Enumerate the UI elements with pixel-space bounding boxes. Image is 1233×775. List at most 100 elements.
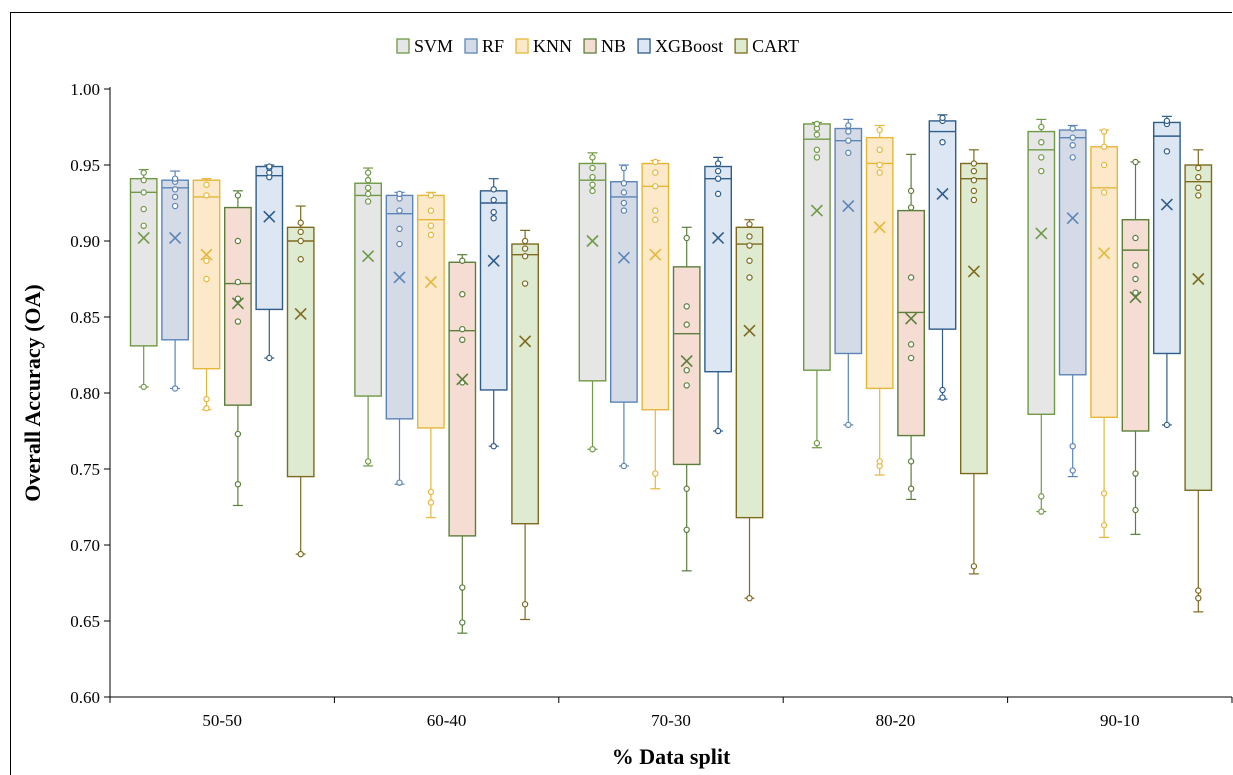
legend-swatch	[637, 38, 651, 54]
data-point	[620, 189, 628, 196]
data-point	[364, 190, 372, 198]
x-tick-label: 80-20	[876, 711, 916, 730]
data-point	[1195, 173, 1202, 181]
data-point	[813, 439, 821, 447]
box-knn-90-10	[1090, 128, 1119, 539]
box-xgboost-70-30	[704, 156, 733, 435]
data-point	[876, 126, 883, 134]
data-point	[459, 325, 466, 333]
data-point	[140, 189, 147, 196]
legend-label: XGBoost	[655, 36, 723, 56]
data-point	[907, 341, 915, 348]
mean-marker	[393, 271, 406, 284]
mean-marker	[873, 221, 886, 234]
data-point	[907, 354, 915, 362]
data-point	[364, 176, 372, 184]
box-knn-50-50	[192, 178, 221, 412]
data-point	[683, 303, 690, 310]
data-point	[234, 318, 242, 325]
data-point	[907, 458, 915, 465]
y-tick-label: 0.75	[70, 460, 100, 479]
data-point	[1069, 467, 1076, 474]
mean-marker	[743, 324, 756, 337]
mean-marker	[1129, 291, 1142, 304]
data-point	[1038, 493, 1045, 500]
iqr-box	[641, 162, 670, 411]
iqr-box	[1058, 129, 1087, 376]
data-point	[589, 173, 596, 181]
data-point	[171, 186, 179, 193]
data-point	[746, 242, 753, 249]
mean-marker	[936, 187, 949, 200]
data-point	[589, 446, 596, 453]
data-point	[813, 120, 821, 128]
data-point	[203, 181, 210, 188]
data-point	[813, 154, 821, 161]
data-point	[521, 601, 529, 608]
data-point	[1069, 125, 1076, 132]
box-cart-60-40	[511, 229, 539, 621]
data-point	[297, 228, 304, 236]
iqr-box	[1090, 146, 1119, 419]
iqr-box	[354, 182, 382, 397]
iqr-box	[1152, 121, 1181, 355]
data-point	[970, 160, 978, 167]
mean-marker	[905, 312, 918, 325]
iqr-box	[834, 127, 863, 355]
data-point	[652, 207, 659, 214]
data-point	[970, 187, 978, 195]
data-point	[620, 199, 628, 207]
box-svm-80-20	[803, 120, 831, 449]
iqr-box	[928, 120, 957, 330]
legend-label: NB	[601, 36, 626, 56]
data-point	[1100, 490, 1108, 497]
data-point	[683, 526, 690, 534]
box-nb-60-40	[448, 254, 477, 634]
data-point	[427, 231, 435, 239]
box-nb-50-50	[223, 190, 252, 507]
data-point	[234, 430, 242, 438]
legend-item-rf: RF	[464, 36, 504, 56]
data-point	[1132, 234, 1139, 242]
legend-item-cart: CART	[734, 36, 799, 56]
data-point	[746, 221, 753, 228]
data-point	[970, 196, 978, 204]
data-point	[589, 164, 596, 172]
y-tick-label: 0.95	[70, 156, 100, 175]
data-point	[459, 291, 466, 298]
box-rf-90-10	[1058, 124, 1087, 478]
data-point	[589, 187, 596, 195]
mean-marker	[456, 373, 469, 386]
data-point	[203, 275, 210, 283]
data-point	[203, 405, 210, 412]
mean-marker	[680, 355, 693, 368]
data-point	[845, 137, 852, 144]
data-point	[521, 253, 529, 260]
data-point	[171, 385, 179, 392]
y-axis-title: Overall Accuracy (OA)	[20, 284, 45, 502]
data-point	[396, 207, 403, 214]
x-tick-label: 60-40	[427, 711, 467, 730]
iqr-box	[610, 181, 638, 403]
data-point	[1132, 289, 1139, 296]
iqr-box	[1184, 164, 1213, 491]
mean-marker	[712, 231, 725, 245]
mean-marker	[263, 210, 276, 223]
legend-swatch	[583, 38, 597, 54]
mean-marker	[1098, 247, 1111, 260]
mean-marker	[842, 199, 855, 213]
mean-marker	[169, 231, 182, 245]
data-point	[1038, 508, 1045, 515]
legend-label: RF	[482, 36, 504, 56]
data-point	[813, 131, 821, 138]
data-point	[459, 584, 466, 591]
data-point	[521, 245, 529, 252]
data-point	[396, 479, 403, 486]
data-point	[652, 158, 659, 166]
data-point	[459, 619, 466, 626]
legend: SVM RF KNN NB XGBoost CART	[396, 36, 799, 56]
data-point	[652, 216, 659, 223]
data-point	[140, 383, 147, 391]
data-point	[714, 175, 722, 182]
legend-swatch	[734, 38, 748, 54]
